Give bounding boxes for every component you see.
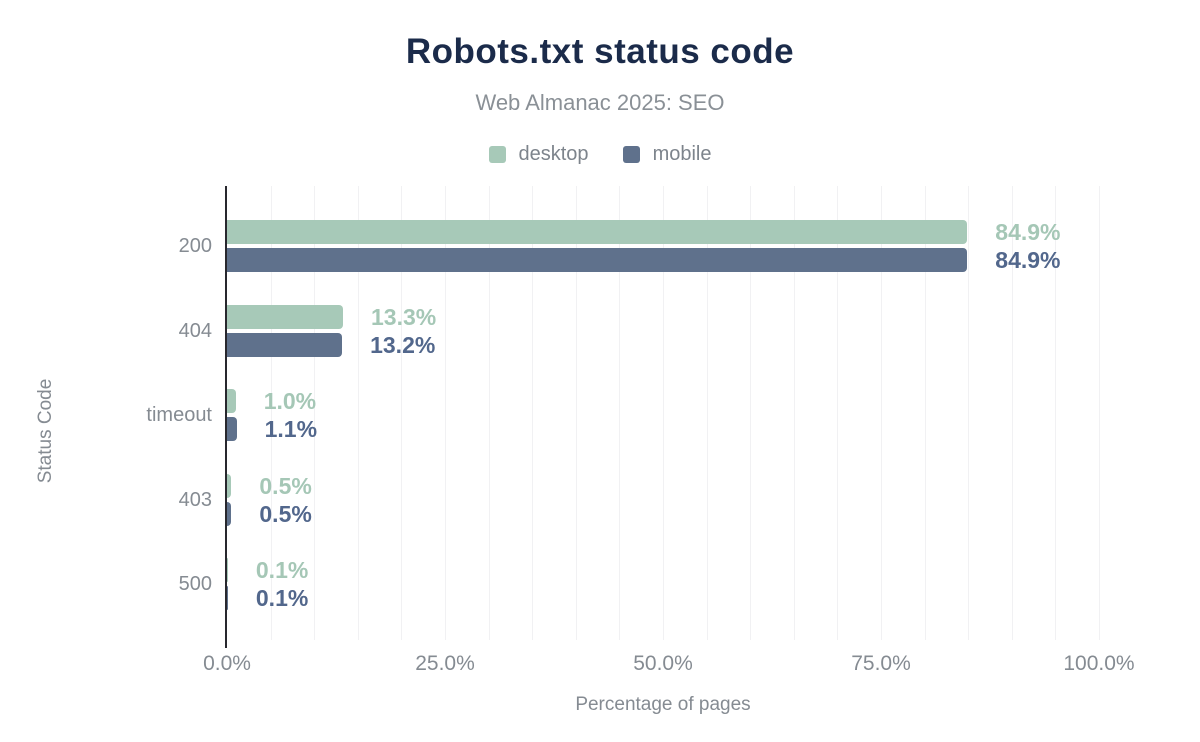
legend-label-mobile: mobile xyxy=(652,143,712,165)
category-label: timeout xyxy=(146,404,212,426)
value-label-mobile-200: 84.9% xyxy=(995,247,1061,273)
gridline xyxy=(445,186,446,640)
gridline xyxy=(924,186,926,640)
bar-desktop-403 xyxy=(227,473,232,498)
x-tick-label: 25.0% xyxy=(415,652,475,675)
gridline xyxy=(837,186,839,640)
gridline xyxy=(1011,186,1013,640)
mobile-swatch-icon xyxy=(622,146,640,163)
gridline xyxy=(706,186,708,640)
value-label-mobile-403: 0.5% xyxy=(259,500,312,527)
x-tick-label: 75.0% xyxy=(851,652,911,675)
x-tick-label: 0.0% xyxy=(203,652,251,675)
gridline xyxy=(270,186,272,640)
gridline xyxy=(357,186,359,640)
value-label-desktop-timeout: 1.0% xyxy=(263,388,317,414)
value-label-mobile-500: 0.1% xyxy=(255,585,309,611)
y-axis-line xyxy=(225,186,227,648)
desktop-swatch-icon xyxy=(488,146,506,163)
value-label-mobile-timeout: 1.1% xyxy=(264,416,318,442)
gridline xyxy=(532,186,534,640)
gridline xyxy=(619,186,621,640)
value-label-desktop-404: 13.3% xyxy=(371,303,437,330)
x-tick-label: 50.0% xyxy=(633,652,693,675)
x-axis-title: Percentage of pages xyxy=(575,694,751,715)
y-axis-title: Status Code xyxy=(35,378,56,484)
bar-mobile-404 xyxy=(227,332,343,357)
bar-mobile-200 xyxy=(227,248,968,272)
chart-title: Robots.txt status code xyxy=(405,32,795,71)
bar-mobile-500 xyxy=(227,586,228,610)
x-tick-label: 100.0% xyxy=(1063,652,1135,675)
bar-mobile-timeout xyxy=(227,417,237,441)
legend-label-desktop: desktop xyxy=(518,143,589,165)
chart-subtitle: Web Almanac 2025: SEO xyxy=(475,90,725,115)
value-label-mobile-404: 13.2% xyxy=(370,331,436,358)
gridline xyxy=(663,186,664,640)
bar-desktop-500 xyxy=(227,558,228,582)
category-label: 200 xyxy=(178,235,212,257)
gridline xyxy=(488,186,490,640)
gridline xyxy=(750,186,752,640)
gridline xyxy=(314,186,316,640)
value-label-desktop-200: 84.9% xyxy=(995,219,1061,245)
gridline xyxy=(793,186,795,640)
gridline xyxy=(401,186,403,640)
category-label: 500 xyxy=(178,573,212,595)
category-label: 403 xyxy=(178,488,212,511)
gridline xyxy=(968,186,970,640)
value-label-desktop-500: 0.1% xyxy=(255,557,309,583)
legend-item-mobile: mobile xyxy=(622,143,712,166)
gridline xyxy=(881,186,882,640)
bar-desktop-200 xyxy=(227,220,968,244)
plot-area: 200 84.9% 84.9% 404 13.3% 13.2% timeout 1.0% 1.1… xyxy=(146,186,1135,675)
value-label-desktop-403: 0.5% xyxy=(259,472,312,499)
gridline xyxy=(1099,186,1100,640)
legend: desktop mobile xyxy=(0,143,1200,166)
gridline xyxy=(575,186,577,640)
category-label: 404 xyxy=(178,319,212,342)
gridline xyxy=(1055,186,1057,640)
legend-item-desktop: desktop xyxy=(488,143,589,166)
bar-mobile-403 xyxy=(227,501,232,526)
bar-desktop-404 xyxy=(227,304,343,329)
bar-desktop-timeout xyxy=(227,389,236,413)
